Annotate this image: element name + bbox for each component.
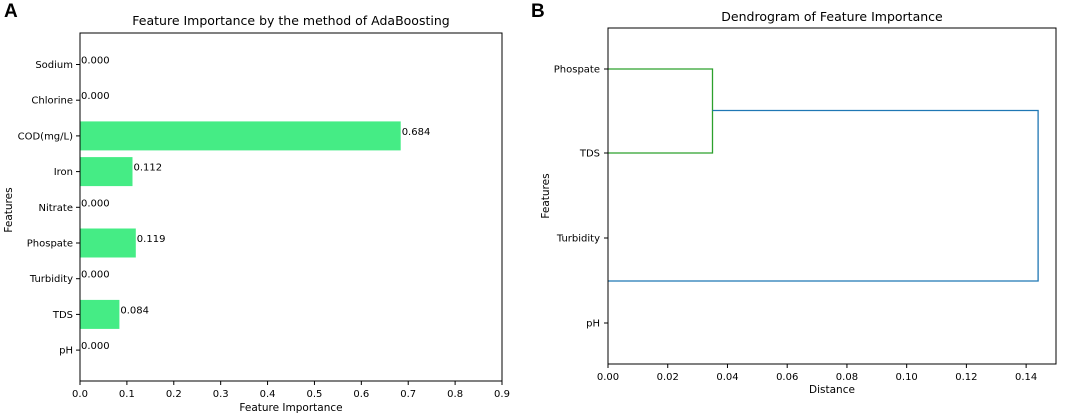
panel-label-b: B: [531, 1, 545, 22]
x-tick-label: 0.3: [213, 389, 229, 400]
bar-value-label: 0.000: [81, 56, 110, 67]
y-tick-label: pH: [59, 346, 73, 357]
y-tick-label: COD(mg/L): [18, 131, 73, 142]
y-tick-label: Iron: [54, 167, 73, 178]
bar-value-label: 0.084: [120, 305, 149, 316]
bar-chart-xlabel: Feature Importance: [239, 402, 342, 414]
y-tick-label: Phospate: [27, 239, 73, 250]
x-tick-label: 0.12: [955, 372, 977, 383]
panel-label-a: A: [4, 1, 18, 22]
bar: [80, 121, 401, 151]
leaf-label: TDS: [579, 149, 600, 160]
bar-value-label: 0.112: [134, 163, 163, 174]
y-tick-label: Nitrate: [39, 203, 74, 214]
y-tick-label: Chlorine: [31, 96, 73, 107]
bar-value-label: 0.000: [81, 341, 110, 352]
x-tick-label: 0.00: [597, 372, 619, 383]
bar-value-label: 0.000: [81, 91, 110, 102]
bar-value-label: 0.000: [81, 198, 110, 209]
bar: [80, 228, 136, 258]
bar-value-label: 0.119: [137, 234, 166, 245]
y-tick-label: TDS: [52, 310, 73, 321]
bar-chart-ylabel: Features: [3, 187, 15, 232]
bar-chart-panel: Feature Importance by the method of AdaB…: [3, 13, 510, 414]
x-tick-label: 0.0: [72, 389, 88, 400]
bar-value-label: 0.000: [81, 270, 110, 281]
dendrogram-link: [608, 109, 1039, 282]
x-tick-label: 0.5: [306, 389, 322, 400]
x-tick-label: 0.14: [1015, 372, 1037, 383]
x-tick-label: 0.02: [657, 372, 679, 383]
dendrogram-xlabel: Distance: [809, 384, 855, 396]
bar: [80, 299, 120, 329]
x-tick-label: 0.9: [494, 389, 510, 400]
leaf-label: Phospate: [554, 65, 600, 76]
y-tick-label: Turbidity: [29, 274, 73, 285]
x-tick-label: 0.10: [896, 372, 918, 383]
x-tick-label: 0.8: [447, 389, 463, 400]
dendrogram-ylabel: Features: [540, 173, 552, 218]
leaf-label: Turbidity: [556, 234, 600, 245]
dendrogram-panel: Dendrogram of Feature Importance Distanc…: [540, 9, 1057, 396]
x-tick-label: 0.7: [400, 389, 416, 400]
dendrogram-title: Dendrogram of Feature Importance: [721, 9, 943, 24]
plot-frame: [79, 32, 503, 382]
x-tick-label: 0.4: [260, 389, 276, 400]
x-tick-label: 0.6: [353, 389, 369, 400]
plot-frame: [607, 27, 1057, 365]
x-tick-label: 0.08: [836, 372, 858, 383]
x-tick-label: 0.2: [166, 389, 182, 400]
dendrogram-link: [608, 68, 714, 154]
y-tick-label: Sodium: [35, 60, 73, 71]
x-tick-label: 0.06: [776, 372, 798, 383]
x-tick-label: 0.04: [716, 372, 738, 383]
bar-chart-title: Feature Importance by the method of AdaB…: [132, 13, 449, 28]
leaf-label: pH: [586, 319, 600, 330]
bar: [80, 157, 133, 187]
bar-value-label: 0.684: [402, 127, 431, 138]
x-tick-label: 0.1: [119, 389, 135, 400]
